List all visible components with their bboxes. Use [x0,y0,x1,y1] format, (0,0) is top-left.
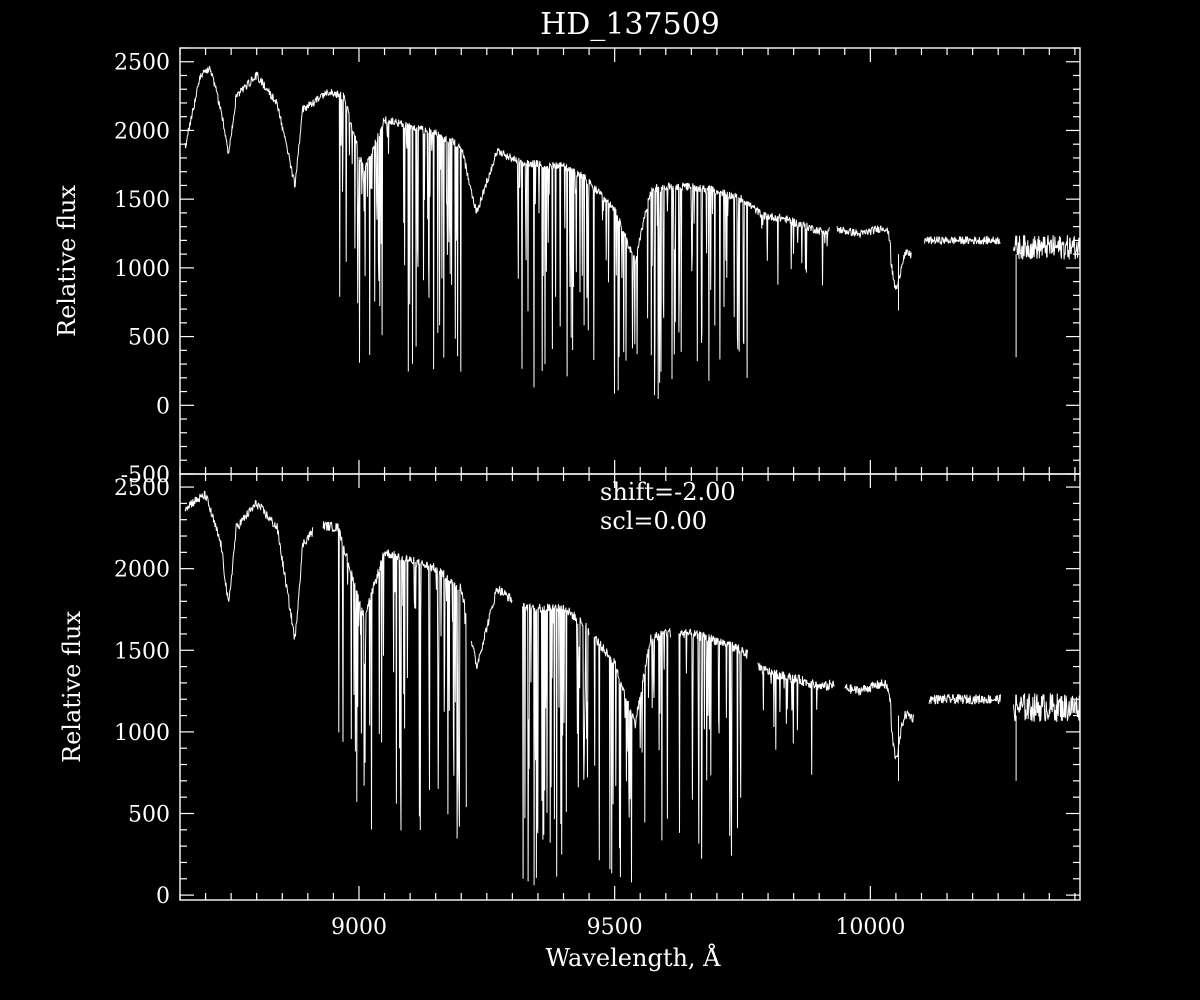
y-axis-title-top: Relative flux [53,185,81,337]
panel-bottom: 9000 9500 10000 0 500 1000 1500 2000 2500 Relativ… [58,473,1081,940]
panel-top: -500 0 500 1000 1500 2000 2500 Relative flux [53,47,1081,488]
y-tick-label: 2500 [114,51,170,76]
x-tick-label: 9500 [587,915,643,940]
y-tick-label: 2000 [114,119,170,144]
y-tick-label: 0 [156,884,170,909]
y-tick-label: 500 [128,326,170,351]
spectrum-line-top [184,65,1080,399]
y-tick-label: 1000 [114,721,170,746]
x-axis-title: Wavelength, Å [545,943,721,972]
y-axis-title-bottom: Relative flux [58,611,86,763]
y-tick-label: -500 [121,463,170,488]
annotation-1: scl=0.00 [600,507,707,535]
chart-title: HD_137509 [540,7,720,42]
x-tick-label: 9000 [331,915,387,940]
spectrum-line-bottom [184,490,1080,886]
y-tick-label: 2000 [114,558,170,583]
plot-frame-bottom [179,473,1081,901]
y-tick-label: 2500 [114,476,170,501]
y-tick-label: 1500 [114,639,170,664]
y-tick-label: 0 [156,394,170,419]
annotation-0: shift=-2.00 [600,478,736,506]
y-tick-label: 1000 [114,257,170,282]
y-tick-label: 500 [128,802,170,827]
x-tick-label: 10000 [835,915,905,940]
y-tick-label: 1500 [114,188,170,213]
